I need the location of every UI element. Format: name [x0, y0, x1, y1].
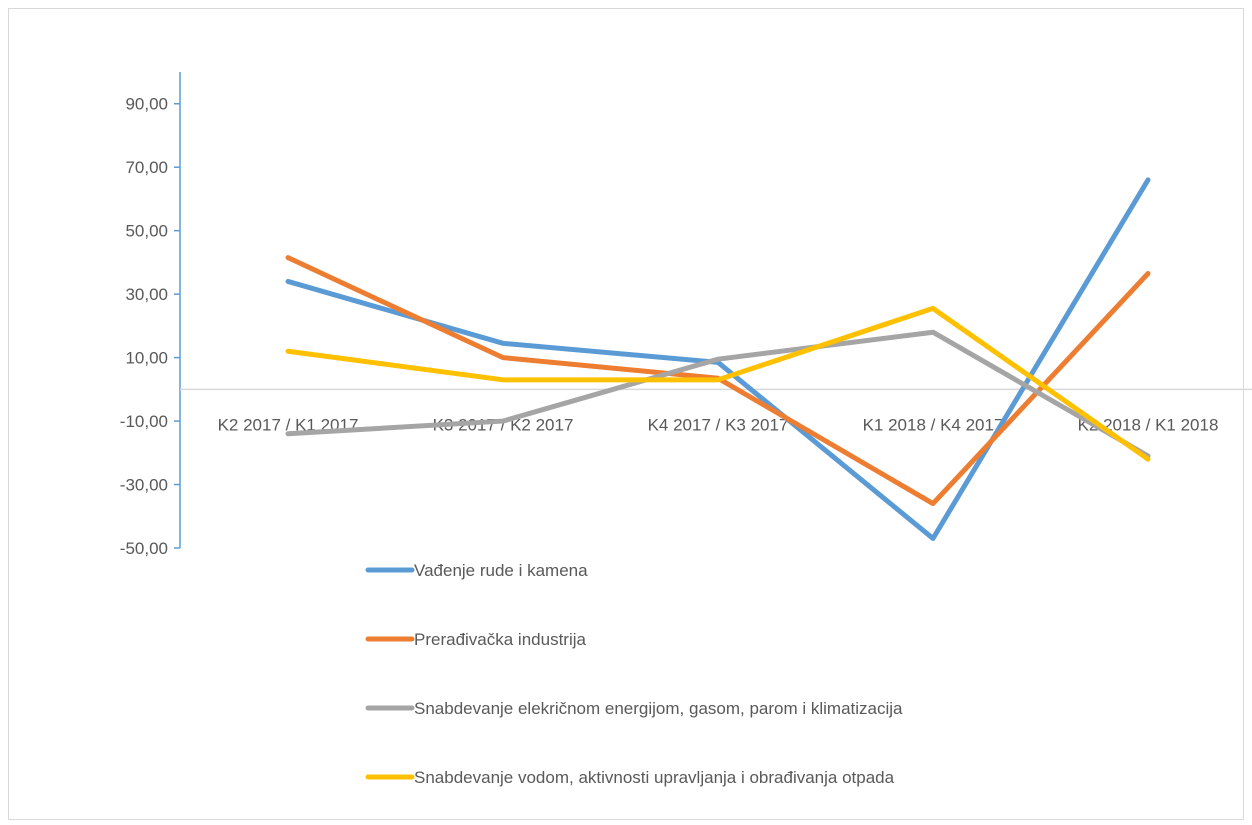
y-tick-label: -10,00	[120, 412, 168, 431]
y-tick-label: 50,00	[125, 222, 168, 241]
x-category-label: K2 2018 / K1 2018	[1078, 415, 1219, 434]
x-axis: K2 2017 / K1 2017 K3 2017 / K2 2017 K4 201…	[180, 388, 1252, 434]
data-point	[502, 420, 504, 422]
chart-frame	[8, 8, 1244, 820]
data-point	[932, 307, 934, 309]
data-point	[287, 433, 289, 435]
x-category-label: K1 2018 / K4 2017	[863, 415, 1004, 434]
data-point	[717, 379, 719, 381]
legend-label: Snabdevanje vodom, aktivnosti upravljanj…	[414, 768, 895, 787]
y-tick-label: -30,00	[120, 476, 168, 495]
data-point	[502, 357, 504, 359]
data-point	[502, 342, 504, 344]
data-point	[717, 361, 719, 363]
data-point	[287, 257, 289, 259]
x-category-label: K4 2017 / K3 2017	[648, 415, 789, 434]
legend: Vađenje rude i kamena Prerađivačka indust…	[365, 561, 903, 787]
legend-label: Snabdevanje elekričnom energijom, gasom,…	[414, 699, 903, 718]
y-tick-label: 90,00	[125, 95, 168, 114]
series-lines	[285, 177, 1151, 541]
data-point	[287, 280, 289, 282]
data-point	[502, 379, 504, 381]
y-tick-label: -50,00	[120, 539, 168, 558]
data-point	[932, 503, 934, 505]
y-tick-label: 70,00	[125, 158, 168, 177]
legend-label: Prerađivačka industrija	[414, 630, 587, 649]
data-point	[1147, 179, 1149, 181]
x-category-label: K3 2017 / K2 2017	[433, 415, 574, 434]
data-point	[932, 331, 934, 333]
y-tick-label: 30,00	[125, 285, 168, 304]
y-tick-label: 10,00	[125, 349, 168, 368]
legend-label: Vađenje rude i kamena	[414, 561, 588, 580]
data-point	[932, 537, 934, 539]
data-point	[1147, 273, 1149, 275]
data-point	[717, 358, 719, 360]
data-point	[287, 350, 289, 352]
data-point	[1147, 458, 1149, 460]
y-axis: 90,00 70,00 50,00 30,00 10,00 -10,00 -30,00 -50…	[120, 72, 181, 558]
